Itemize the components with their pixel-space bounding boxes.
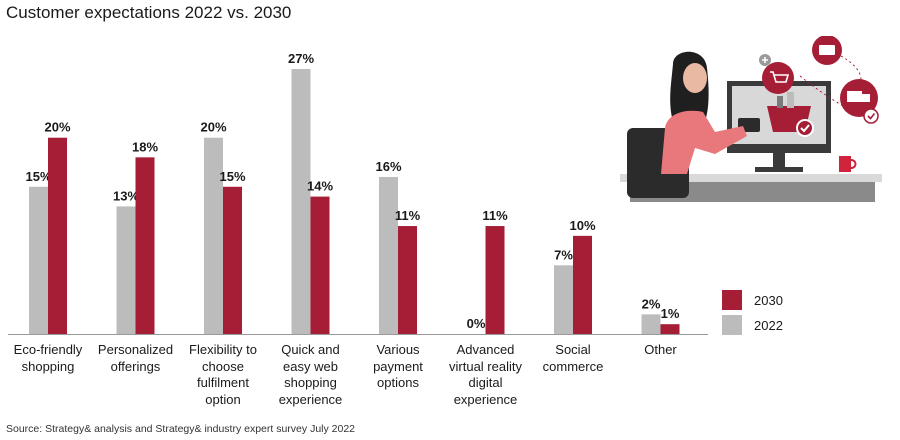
bar-2030-2	[223, 186, 242, 334]
x-tick-label-line: offerings	[110, 358, 161, 374]
chart-title: Customer expectations 2022 vs. 2030	[6, 3, 292, 22]
bar-2030-7	[660, 324, 680, 334]
monitor-stand	[773, 153, 785, 167]
legend-label-2022: 2022	[754, 317, 783, 333]
data-label-2030-5: 11%	[482, 208, 508, 223]
bar-2030-6	[573, 235, 592, 334]
desk-top	[620, 174, 882, 182]
x-tick-label-line: Eco-friendly	[13, 342, 83, 357]
data-label-2022-1: 13%	[113, 188, 139, 203]
truck-body	[847, 91, 862, 102]
bar-2022-2	[204, 137, 223, 334]
x-tick-label-5: Advanced virtual reality digital experience	[436, 342, 536, 408]
mug	[839, 156, 851, 172]
bar-2022-7	[641, 314, 661, 334]
dotted-connector	[840, 55, 862, 81]
x-tick-label-line: easy web	[283, 358, 338, 374]
legend-swatch-2022	[722, 315, 742, 335]
data-label-2030-4: 11%	[395, 208, 421, 223]
bar-2030-1	[135, 157, 155, 334]
x-tick-label-2: Flexibility to choose fulfilment option	[173, 342, 273, 408]
bar-2022-0	[29, 186, 48, 334]
bar-2022-6	[554, 265, 573, 334]
x-tick-label-line: Personalized	[97, 342, 174, 357]
cart-glyph	[770, 71, 790, 83]
card-glyph	[819, 45, 835, 55]
dotted-connector	[799, 75, 844, 107]
legend-item-2022: 2022	[722, 315, 783, 335]
data-label-2022-3: 27%	[288, 51, 314, 66]
bar-2030-3	[310, 196, 330, 334]
check-mark	[800, 124, 810, 133]
x-tick-label-line: Other	[644, 342, 677, 357]
x-tick-label-0: Eco-friendly shopping	[0, 342, 98, 375]
x-tick-label-line: digital	[468, 375, 503, 390]
person-sweater	[661, 110, 747, 174]
x-tick-label-line: choose	[202, 358, 244, 374]
truck-cab	[862, 94, 870, 102]
x-tick-label-line: fulfilment	[196, 375, 250, 390]
plus-glyph	[762, 57, 768, 63]
x-tick-label-4: Various payment options	[348, 342, 448, 392]
x-tick-label-1: Personalized offerings	[86, 342, 186, 375]
data-label-2022-0: 15%	[25, 169, 51, 184]
confirm-icon	[863, 108, 879, 124]
data-label-2022-4: 16%	[375, 159, 401, 174]
bar-2030-0	[48, 137, 67, 334]
bar-2022-1	[116, 206, 136, 334]
data-label-2030-2: 15%	[219, 169, 245, 184]
x-tick-label-line: payment	[373, 358, 423, 374]
bar-2030-4	[398, 226, 417, 334]
x-tick-label-7: Other	[611, 342, 711, 359]
legend-item-2030: 2030	[722, 290, 783, 310]
desk-front	[630, 182, 875, 202]
x-tick-label-line: Various	[376, 342, 420, 357]
check-icon	[796, 119, 814, 137]
mug-handle	[850, 159, 857, 169]
x-tick-label-line: Flexibility to	[189, 342, 257, 357]
data-label-2030-7: 1%	[661, 306, 680, 321]
confirm-mark	[867, 113, 876, 120]
data-label-2022-6: 7%	[554, 247, 573, 262]
x-tick-label-line: virtual reality	[449, 358, 522, 374]
monitor-base	[755, 167, 803, 172]
x-tick-label-line: experience	[453, 391, 518, 407]
x-tick-label-line: option	[205, 391, 241, 407]
online-shopping-illustration	[620, 36, 882, 202]
x-tick-label-line: experience	[278, 391, 343, 407]
data-label-2022-7: 2%	[642, 296, 661, 311]
x-tick-label-6: Social commerce	[523, 342, 623, 375]
data-label-2030-0: 20%	[44, 120, 70, 135]
x-tick-label-line: commerce	[542, 358, 604, 374]
data-label-2022-5: 0%	[467, 316, 486, 331]
x-tick-label-line: options	[377, 375, 419, 390]
x-tick-label-line: shopping	[284, 375, 337, 390]
cart-icon	[762, 62, 794, 94]
data-label-2022-2: 20%	[200, 120, 226, 135]
product-item	[777, 96, 783, 108]
person-face	[683, 63, 707, 93]
source-note: Source: Strategy& analysis and Strategy&…	[6, 423, 356, 435]
x-tick-label-line: Social	[555, 342, 591, 357]
x-tick-label-line: Quick and	[281, 342, 340, 357]
legend-label-2030: 2030	[754, 292, 783, 308]
x-tick-label-line: Advanced	[456, 342, 515, 357]
data-label-2030-1: 18%	[132, 139, 158, 154]
x-tick-label-line: shopping	[21, 358, 75, 374]
product-item	[787, 92, 794, 108]
bar-2030-5	[485, 226, 505, 334]
legend-swatch-2030	[722, 290, 742, 310]
bar-2022-3	[291, 69, 311, 334]
data-label-2030-3: 14%	[307, 179, 333, 194]
data-label-2030-6: 10%	[569, 218, 595, 233]
bar-2022-4	[379, 176, 398, 334]
x-tick-label-3: Quick and easy web shopping experience	[261, 342, 361, 408]
